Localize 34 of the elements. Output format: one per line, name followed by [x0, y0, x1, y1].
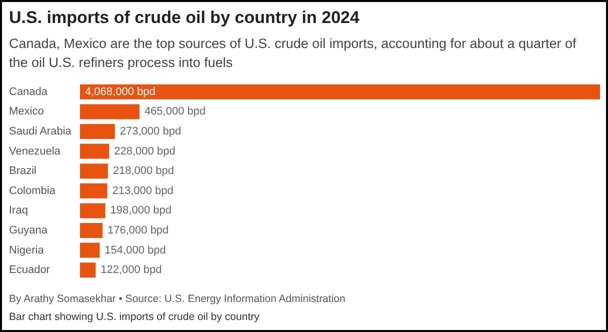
data-label: 465,000 bpd — [144, 106, 206, 118]
bar — [80, 223, 102, 238]
bar — [80, 183, 108, 198]
y-tick-label: Brazil — [9, 165, 37, 178]
bar — [80, 104, 140, 120]
bar — [80, 203, 106, 218]
chart-subtitle: Canada, Mexico are the top sources of U.S. crude oil imports, accounting for about a quarter of the oil U.S. refiners process into fuels — [9, 35, 578, 72]
data-label: 4,068,000 bpd — [85, 86, 156, 98]
bar — [80, 262, 96, 278]
data-label: 122,000 bpd — [100, 264, 162, 276]
y-tick-label: Guyana — [9, 224, 48, 236]
data-label: 198,000 bpd — [110, 204, 172, 217]
y-tick-label: Nigeria — [9, 244, 45, 256]
y-tick-label: Saudi Arabia — [9, 126, 72, 138]
y-tick-label: Colombia — [9, 184, 56, 197]
chart-title: U.S. imports of crude oil by country in 2024 — [9, 8, 360, 28]
y-tick-label: Mexico — [9, 106, 44, 118]
data-label: 228,000 bpd — [114, 145, 176, 158]
bar — [80, 84, 600, 100]
bar — [80, 242, 100, 258]
data-label: 273,000 bpd — [120, 126, 182, 138]
y-tick-label: Iraq — [9, 204, 28, 217]
y-tick-label: Canada — [9, 86, 48, 98]
data-label: 213,000 bpd — [112, 184, 174, 197]
y-tick-label: Venezuela — [9, 145, 62, 158]
bar — [80, 144, 110, 159]
text: Bar chart showing U.S. imports of crude oil by country — [9, 311, 260, 323]
bar — [80, 164, 108, 179]
data-label: 176,000 bpd — [107, 224, 169, 236]
bar — [80, 124, 115, 139]
text: By Arathy Somasekhar • Source: U.S. Energy Information Administration — [9, 293, 346, 305]
y-tick-label: Ecuador — [9, 264, 50, 276]
data-label: 154,000 bpd — [104, 244, 166, 256]
data-label: 218,000 bpd — [112, 165, 174, 178]
